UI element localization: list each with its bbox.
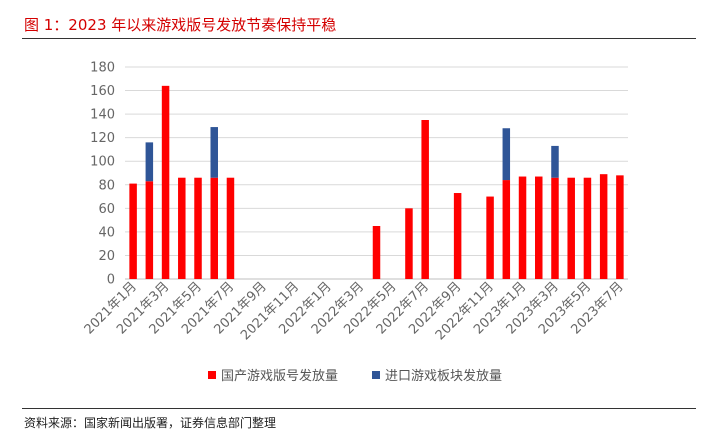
bars: [129, 85, 624, 279]
bar-domestic: [599, 174, 608, 279]
bar-imported: [210, 127, 218, 178]
bar-domestic: [551, 177, 559, 279]
y-axis-ticks: 0 20 40 60 80 100 120 140 160 180: [90, 61, 115, 288]
bar-domestic: [161, 85, 170, 279]
bar-domestic: [421, 120, 429, 279]
figure-title: 图 1：2023 年以来游戏版号发放节奏保持平稳: [24, 16, 337, 34]
legend: 国产游戏版号发放量 进口游戏板块发放量: [208, 368, 502, 384]
y-tick-label: 0: [107, 273, 115, 288]
bar-domestic: [453, 193, 462, 279]
bar-domestic: [567, 177, 575, 279]
bottom-divider: [22, 408, 696, 409]
y-tick-label: 140: [90, 108, 115, 123]
legend-swatch-imported: [372, 371, 380, 379]
bar-domestic: [129, 183, 137, 279]
bar-domestic: [583, 177, 592, 279]
x-axis-ticks: 2021年1月2021年3月2021年5月2021年7月2021年9月2021年…: [82, 279, 627, 343]
bar-domestic: [372, 226, 381, 279]
y-tick-label: 100: [90, 155, 115, 170]
legend-label-domestic: 国产游戏版号发放量: [221, 368, 338, 384]
y-tick-label: 180: [90, 61, 115, 76]
bar-imported: [145, 142, 154, 182]
bar-imported: [502, 128, 511, 181]
bar-domestic: [178, 177, 186, 279]
bar-imported: [551, 145, 559, 178]
bar-domestic: [502, 180, 511, 279]
bar-domestic: [486, 196, 494, 279]
bar-domestic: [145, 181, 154, 279]
y-tick-label: 80: [98, 178, 115, 193]
bar-chart: 0 20 40 60 80 100 120 140 160 180 2021年1月2021年3月2…: [82, 61, 628, 384]
y-tick-label: 20: [98, 249, 115, 264]
bar-domestic: [405, 208, 413, 279]
y-tick-label: 40: [98, 225, 115, 240]
bar-domestic: [518, 176, 527, 279]
top-divider: [22, 38, 696, 39]
legend-label-imported: 进口游戏板块发放量: [385, 368, 502, 384]
bar-domestic: [194, 177, 202, 279]
bar-domestic: [616, 175, 624, 279]
legend-swatch-domestic: [208, 371, 216, 379]
y-tick-label: 120: [90, 131, 115, 146]
y-tick-label: 160: [90, 84, 115, 99]
bar-domestic: [210, 177, 218, 279]
y-tick-label: 60: [98, 202, 115, 217]
bar-domestic: [535, 176, 543, 279]
bar-domestic: [226, 177, 235, 279]
